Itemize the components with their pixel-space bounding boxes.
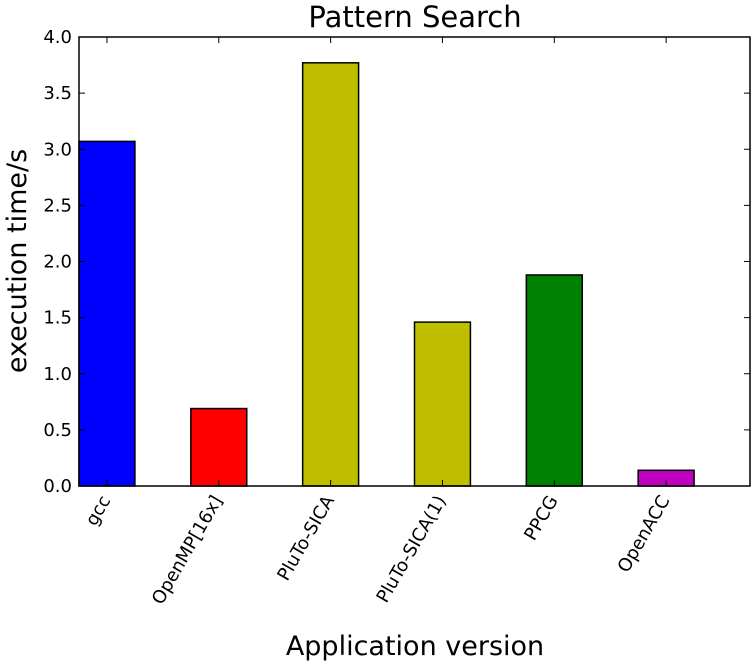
bar-4 — [525, 274, 583, 487]
y-tick-label: 3.0 — [43, 139, 72, 160]
x-axis-label: Application version — [286, 631, 544, 661]
y-tick-label: 1.0 — [43, 364, 72, 385]
x-tick-label: OpenMP[16x] — [148, 492, 227, 608]
y-tick-label: 0.5 — [43, 420, 72, 441]
y-axis-label: execution time/s — [2, 149, 33, 373]
bars-group — [78, 62, 695, 487]
bar-3 — [413, 321, 472, 487]
plot-frame — [78, 36, 751, 487]
bar-0 — [78, 140, 136, 487]
chart-title: Pattern Search — [308, 0, 521, 34]
bar-2 — [301, 62, 360, 487]
bar-1 — [190, 407, 248, 487]
y-tick-label: 4.0 — [43, 27, 72, 48]
y-tick-label: 1.5 — [43, 308, 72, 329]
y-tick-label: 0.0 — [43, 476, 72, 497]
y-tick-label: 2.5 — [43, 195, 72, 216]
x-tick-label: PluTo-SICA(1) — [373, 492, 451, 607]
x-tick-label: PPCG — [520, 492, 562, 544]
x-tick-label: PluTo-SICA — [273, 491, 339, 584]
ticks-group: gcc OpenMP[16x] PluTo-SICA PluTo-SICA(1) PPC… — [43, 27, 750, 608]
y-tick-label: 2.0 — [43, 252, 72, 273]
x-tick-label: gcc — [81, 492, 115, 530]
x-tick-label: OpenACC — [614, 492, 675, 576]
y-tick-label: 3.5 — [43, 83, 72, 104]
